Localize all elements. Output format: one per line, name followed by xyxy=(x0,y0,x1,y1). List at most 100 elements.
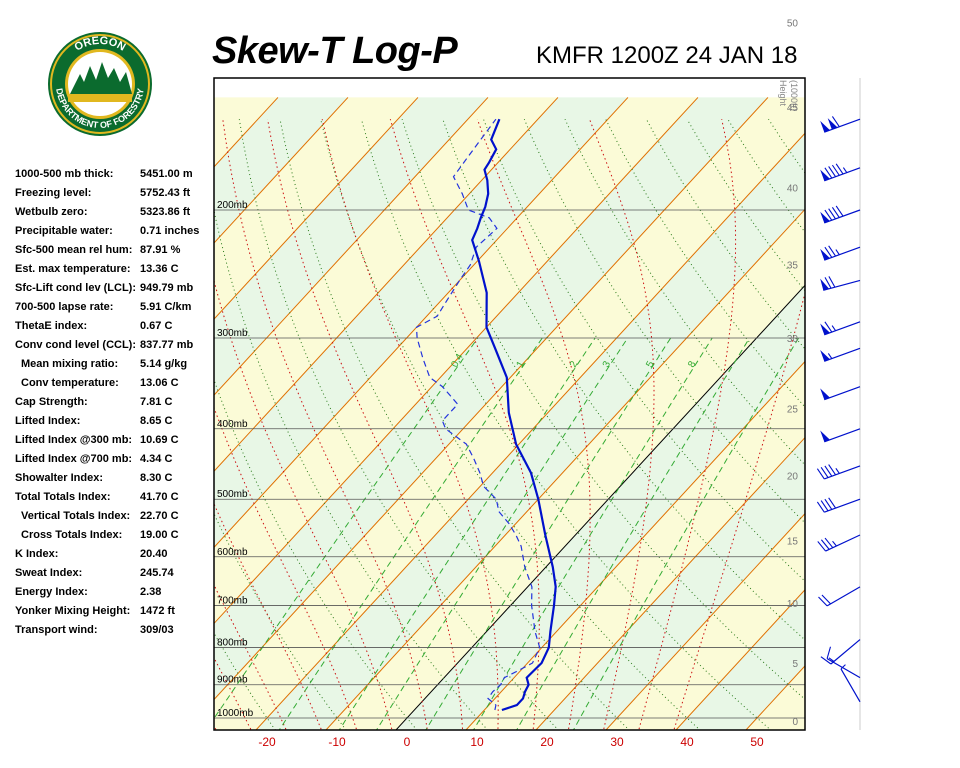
stat-value: 4.34 C xyxy=(140,453,173,465)
wind-barbs xyxy=(816,78,861,730)
height-tick-label: 15 xyxy=(787,537,799,548)
barb-flag xyxy=(824,321,833,333)
isotherm xyxy=(214,97,349,244)
station-time-label: KMFR 1200Z 24 JAN 18 xyxy=(536,42,798,69)
temperature-tick-label: -10 xyxy=(328,735,346,749)
height-tick-label: 0 xyxy=(792,717,798,728)
barb-half-flag xyxy=(828,657,835,662)
mixing-ratio-label: 5 xyxy=(644,359,657,369)
stat-row: Energy Index: 2.38 xyxy=(15,586,215,605)
mixing-ratio-line xyxy=(278,337,543,730)
pressure-label: 900mb xyxy=(217,675,248,686)
isotherm xyxy=(214,97,559,472)
isotherm xyxy=(214,97,629,549)
stat-value: 5323.86 ft xyxy=(140,206,191,218)
stat-row: K Index: 20.40 xyxy=(15,548,215,567)
isotherm xyxy=(214,97,699,625)
stat-row: Wetbulb zero: 5323.86 ft xyxy=(15,206,215,225)
stat-label: 700-500 lapse rate: xyxy=(15,301,114,313)
stat-row: Est. max temperature: 13.36 C xyxy=(15,263,215,282)
sounding-profiles xyxy=(415,118,557,712)
stat-row: Mean mixing ratio: 5.14 g/kg xyxy=(15,358,215,377)
logo-top-text: OREGON xyxy=(73,35,128,54)
wind-barb xyxy=(820,639,861,665)
wind-barb xyxy=(820,347,861,362)
wind-barb xyxy=(816,497,861,513)
stat-label: Energy Index: xyxy=(15,586,88,598)
mixing-ratio-label: 2 xyxy=(568,359,581,369)
stat-label: Precipitable water: xyxy=(15,225,113,237)
plot-frame xyxy=(213,77,806,731)
barb-flag xyxy=(820,656,832,665)
stat-value: 837.77 mb xyxy=(140,339,194,351)
barb-pennant xyxy=(820,169,830,181)
mixing-ratio-label: 8 xyxy=(686,359,699,369)
stat-value: 5.91 C/km xyxy=(140,301,192,313)
barb-pennant xyxy=(820,350,830,362)
stat-label: Freezing level: xyxy=(15,187,92,199)
isotherm xyxy=(255,132,805,730)
wind-barb xyxy=(816,464,861,480)
stat-label: Cross Totals Index: xyxy=(21,529,123,541)
stat-label: Showalter Index: xyxy=(15,472,104,484)
temperature-profile xyxy=(471,118,557,712)
height-tick-label: 40 xyxy=(787,184,799,195)
isotherm xyxy=(325,208,805,730)
pressure-label: 400mb xyxy=(217,419,248,430)
stat-value: 19.00 C xyxy=(140,529,179,541)
barb-flag xyxy=(816,468,825,480)
stat-row: 700-500 lapse rate: 5.91 C/km xyxy=(15,301,215,320)
barb-flag xyxy=(828,208,837,220)
stat-row: Lifted Index: 8.65 C xyxy=(15,415,215,434)
barb-pennant xyxy=(820,323,830,335)
stat-row: Cross Totals Index: 19.00 C xyxy=(15,529,215,548)
pressure-label: 700mb xyxy=(217,595,248,606)
barb-staff xyxy=(824,347,861,362)
isotherm xyxy=(813,97,960,733)
wind-barb xyxy=(820,116,861,133)
barb-flag xyxy=(828,276,836,288)
height-axis-label: (1000ft) xyxy=(789,80,799,111)
barb-staff xyxy=(840,668,861,703)
barb-half-flag xyxy=(832,540,837,547)
stat-row: Lifted Index @700 mb: 4.34 C xyxy=(15,453,215,472)
stat-value: 13.36 C xyxy=(140,263,179,275)
stat-row: Total Totals Index: 41.70 C xyxy=(15,491,215,510)
isotherm xyxy=(214,97,419,320)
stat-value: 10.69 C xyxy=(140,434,179,446)
dry-adiabat xyxy=(850,119,960,733)
stat-label: Est. max temperature: xyxy=(15,263,131,275)
stat-label: 1000-500 mb thick: xyxy=(15,168,114,180)
barb-flag xyxy=(820,467,829,478)
height-tick-label: 45 xyxy=(787,103,799,114)
stat-value: 5451.00 m xyxy=(140,168,193,180)
barb-pennant xyxy=(827,118,838,130)
barb-half-flag xyxy=(835,249,840,256)
mixing-ratio-line xyxy=(425,337,672,730)
isotherm xyxy=(675,589,805,730)
stat-row: Vertical Totals Index: 22.70 C xyxy=(15,510,215,529)
wind-barb xyxy=(820,386,861,401)
barb-flag xyxy=(817,541,826,552)
stat-row: Conv temperature: 13.06 C xyxy=(15,377,215,396)
stat-value: 8.65 C xyxy=(140,415,173,427)
freezing-isotherm xyxy=(395,284,805,730)
stat-label: Vertical Totals Index: xyxy=(21,510,131,522)
stat-label: ThetaE index: xyxy=(15,320,88,332)
barb-flag xyxy=(824,167,833,179)
stat-value: 1472 ft xyxy=(140,605,175,617)
barb-staff xyxy=(826,586,861,607)
barb-half-flag xyxy=(831,325,837,331)
barb-flag xyxy=(828,166,837,178)
mixing-ratio-line xyxy=(572,337,800,730)
barb-flag xyxy=(828,245,837,257)
barb-half-flag xyxy=(842,167,848,173)
dry-adiabat xyxy=(891,119,960,733)
wind-barb xyxy=(818,586,861,607)
stat-value: 5.14 g/kg xyxy=(140,358,188,370)
barb-flag xyxy=(824,465,833,477)
barb-pennant xyxy=(820,120,830,133)
wind-barb xyxy=(820,245,861,261)
height-tick-label: 50 xyxy=(787,18,799,29)
